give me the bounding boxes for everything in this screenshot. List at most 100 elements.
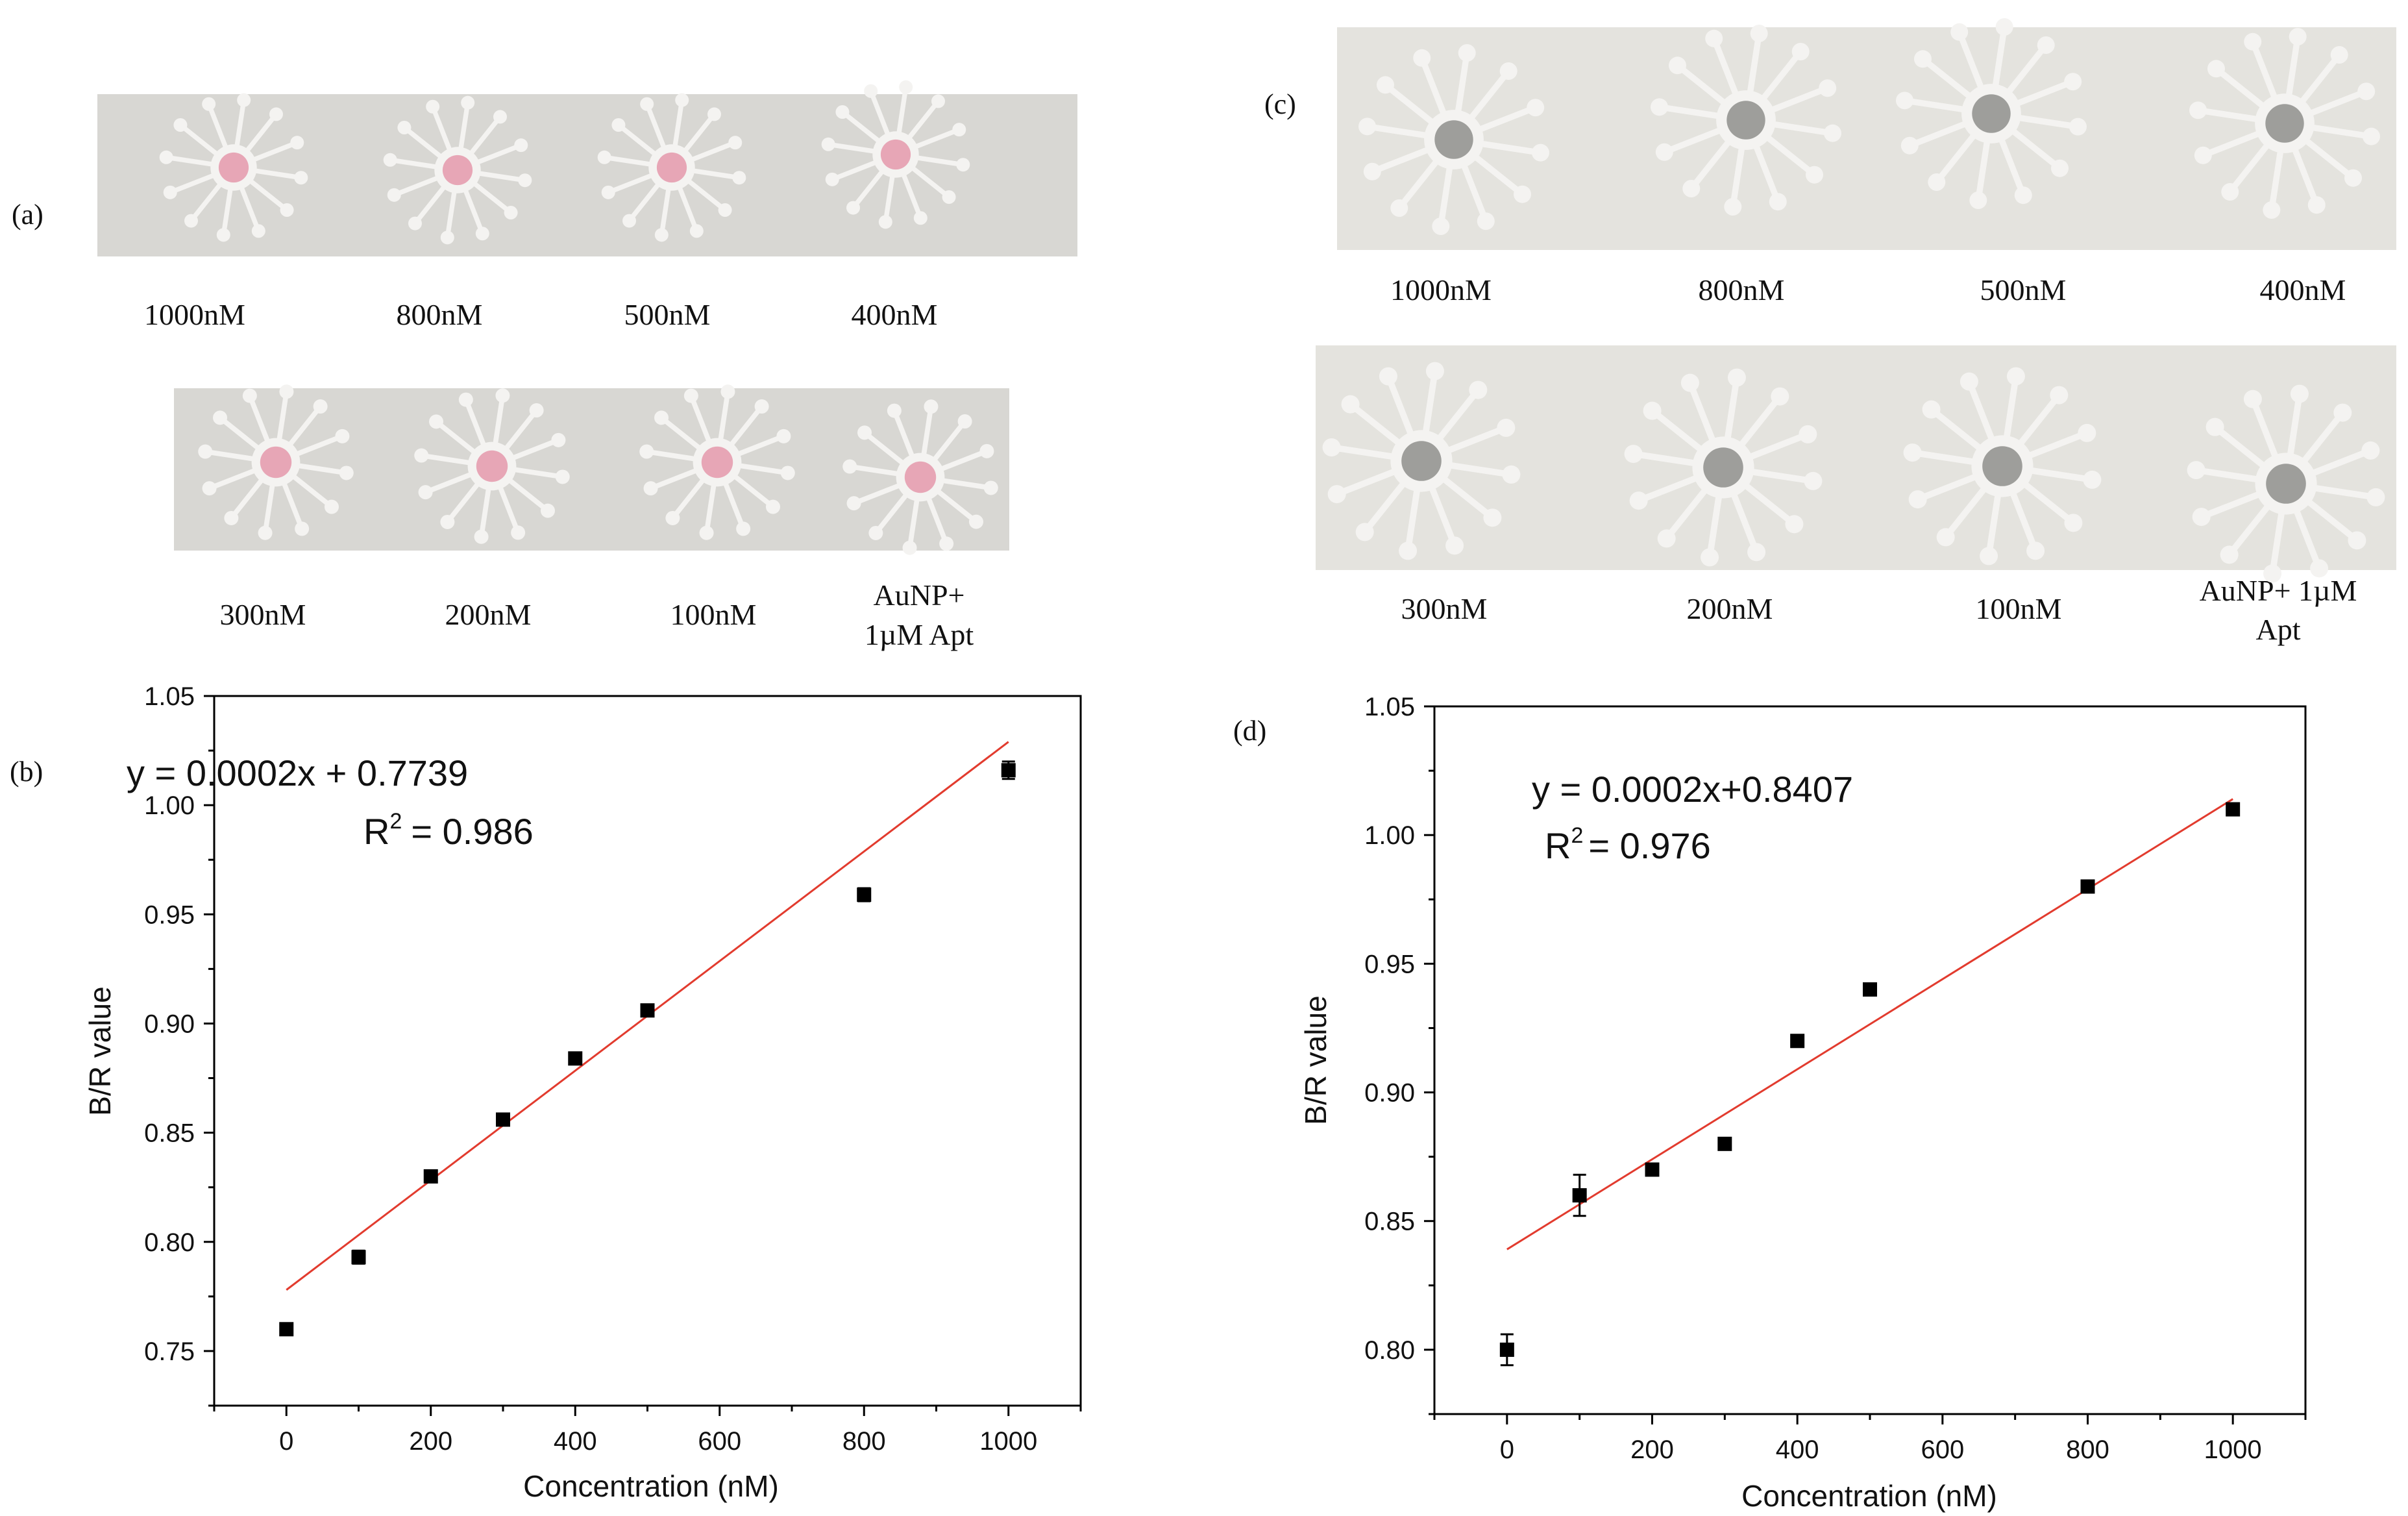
- x-tick-label-b: 0: [279, 1427, 293, 1456]
- chip-a2-1-reservoir: [440, 514, 455, 529]
- chip-a2-3-reservoir: [846, 496, 861, 511]
- panel-c-label: (c): [1264, 88, 1296, 120]
- chip-c1-1-reservoir: [1769, 193, 1787, 211]
- data-point-d: [2226, 802, 2241, 817]
- label-c-1000nM: 1000nM: [1390, 273, 1492, 306]
- chip-a1-2-detection-zone: [656, 152, 687, 183]
- chip-c1-0-reservoir: [1358, 118, 1377, 136]
- x-tick-label-b: 1000: [979, 1427, 1037, 1456]
- chip-a1-0: [159, 93, 308, 242]
- chip-c1-3-reservoir: [2263, 201, 2281, 219]
- chip-c1-0-reservoir: [1413, 49, 1431, 67]
- chip-c1-0-reservoir: [1531, 143, 1549, 162]
- chip-a2-3-reservoir: [939, 536, 954, 551]
- chip-a1-1-reservoir: [514, 138, 528, 153]
- plot-frame-d: [1433, 705, 2307, 1415]
- label-c-200nM: 200nM: [1687, 592, 1773, 625]
- chip-c1-1-reservoir: [1682, 180, 1701, 198]
- chip-a1-2: [597, 93, 746, 242]
- chip-a2-3-reservoir: [887, 403, 902, 418]
- chart-b: y = 0.0002x + 0.7739 R2 = 0.986 Concentra…: [83, 682, 1082, 1503]
- chip-c1-3-reservoir: [2357, 82, 2376, 101]
- chip-a2-1-reservoir: [551, 432, 566, 447]
- chip-c2-1-reservoir: [1643, 401, 1662, 420]
- chip-a1-2-reservoir: [689, 224, 704, 238]
- chip-c1-0-reservoir: [1499, 62, 1517, 80]
- plot-frame-b: [213, 695, 1082, 1407]
- chip-c1-2-reservoir: [1928, 173, 1946, 192]
- chip-a2-0-reservoir: [224, 510, 239, 525]
- label-a-1000nM: 1000nM: [144, 298, 245, 331]
- x-tick-label-d: 800: [2066, 1435, 2109, 1464]
- data-point-d: [1572, 1188, 1587, 1203]
- chip-c2-3-reservoir: [2348, 531, 2366, 550]
- label-c-100nM: 100nM: [1976, 592, 2062, 625]
- label-c-800nM: 800nM: [1699, 273, 1785, 306]
- chip-a1-1-reservoir: [397, 121, 412, 135]
- chip-c2-3: [2187, 384, 2385, 583]
- chip-a2-2-reservoir: [654, 410, 669, 425]
- x-tick-label-b: 400: [554, 1427, 597, 1456]
- chip-a1-1-reservoir: [387, 188, 401, 202]
- chip-a2-1-reservoir: [495, 388, 510, 403]
- chip-c1-0: [1358, 44, 1549, 235]
- chip-a1-3-reservoir: [864, 84, 878, 98]
- chip-a1-3-reservoir: [846, 201, 861, 215]
- chip-c2-0-reservoir: [1483, 508, 1502, 527]
- x-tick-label-b: 600: [698, 1427, 741, 1456]
- label-a-200nM: 200nM: [445, 598, 532, 631]
- fit-line-d: [1506, 798, 2233, 1250]
- chip-a2-3-reservoir: [868, 525, 883, 540]
- chip-a2-3-reservoir: [957, 414, 972, 429]
- y-tick-label-b: 0.85: [144, 1119, 195, 1148]
- chip-c1-1-detection-zone: [1726, 101, 1765, 140]
- chip-a1-3-reservoir: [913, 211, 928, 225]
- chip-c2-1-reservoir: [1701, 548, 1719, 567]
- chip-a2-1-reservoir: [540, 503, 555, 518]
- panel-d-label: (d): [1233, 715, 1266, 747]
- y-tick-label-b: 0.75: [144, 1337, 195, 1366]
- equation-d: y = 0.0002x+0.8407: [1532, 769, 1853, 810]
- label-a-500nM: 500nM: [624, 298, 711, 331]
- chip-c1-1-reservoir: [1806, 166, 1824, 184]
- chip-a2-3: [842, 399, 998, 555]
- chip-a2-3-reservoir: [902, 540, 917, 555]
- chip-a1-3-reservoir: [956, 158, 970, 172]
- chip-c2-2-reservoir: [1980, 547, 1998, 565]
- y-tick-label-b: 1.00: [144, 791, 195, 820]
- chip-a1-0-detection-zone: [218, 152, 249, 183]
- chip-c2-3-reservoir: [2361, 441, 2380, 460]
- chip-c2-3-reservoir: [2205, 417, 2224, 436]
- chip-c2-1-reservoir: [1799, 425, 1817, 443]
- chip-c1-2-reservoir: [1913, 50, 1932, 68]
- chip-c2-2-reservoir: [1903, 443, 1922, 462]
- data-point-d: [1645, 1162, 1660, 1177]
- y-tick-label-b: 0.80: [144, 1228, 195, 1257]
- chip-c2-2-reservoir: [1908, 490, 1927, 509]
- chip-a2-2-reservoir: [754, 399, 769, 414]
- chip-c1-1-reservoir: [1819, 79, 1837, 97]
- chip-a2-3-reservoir: [983, 480, 998, 495]
- chip-a1-1-reservoir: [475, 227, 489, 241]
- chip-c1-2: [1896, 18, 2087, 209]
- chip-a2-2: [639, 384, 795, 540]
- equation-b: y = 0.0002x + 0.7739: [127, 752, 468, 793]
- chip-c1-2-reservoir: [2064, 73, 2082, 91]
- chip-a2-2-reservoir: [765, 499, 780, 514]
- chip-a1-2-reservoir: [675, 93, 689, 107]
- chip-a2-2-reservoir: [665, 510, 680, 525]
- chip-a2-1-reservoir: [414, 448, 429, 463]
- chip-c1-1-reservoir: [1823, 124, 1841, 142]
- chip-c1-2-reservoir: [2014, 186, 2032, 205]
- chip-a1-0-reservoir: [216, 228, 230, 242]
- chip-c1-2-reservoir: [1900, 136, 1919, 155]
- chip-c1-3-reservoir: [2344, 169, 2363, 187]
- chip-c1-0-reservoir: [1514, 185, 1532, 203]
- chip-c2-2-reservoir: [2026, 541, 2045, 560]
- chip-a2-0: [198, 384, 354, 540]
- chip-a2-0-reservoir: [339, 466, 354, 480]
- data-point-d: [2080, 879, 2095, 894]
- chip-c1-2-reservoir: [1896, 92, 1914, 110]
- chip-a1-2-reservoir: [640, 97, 654, 111]
